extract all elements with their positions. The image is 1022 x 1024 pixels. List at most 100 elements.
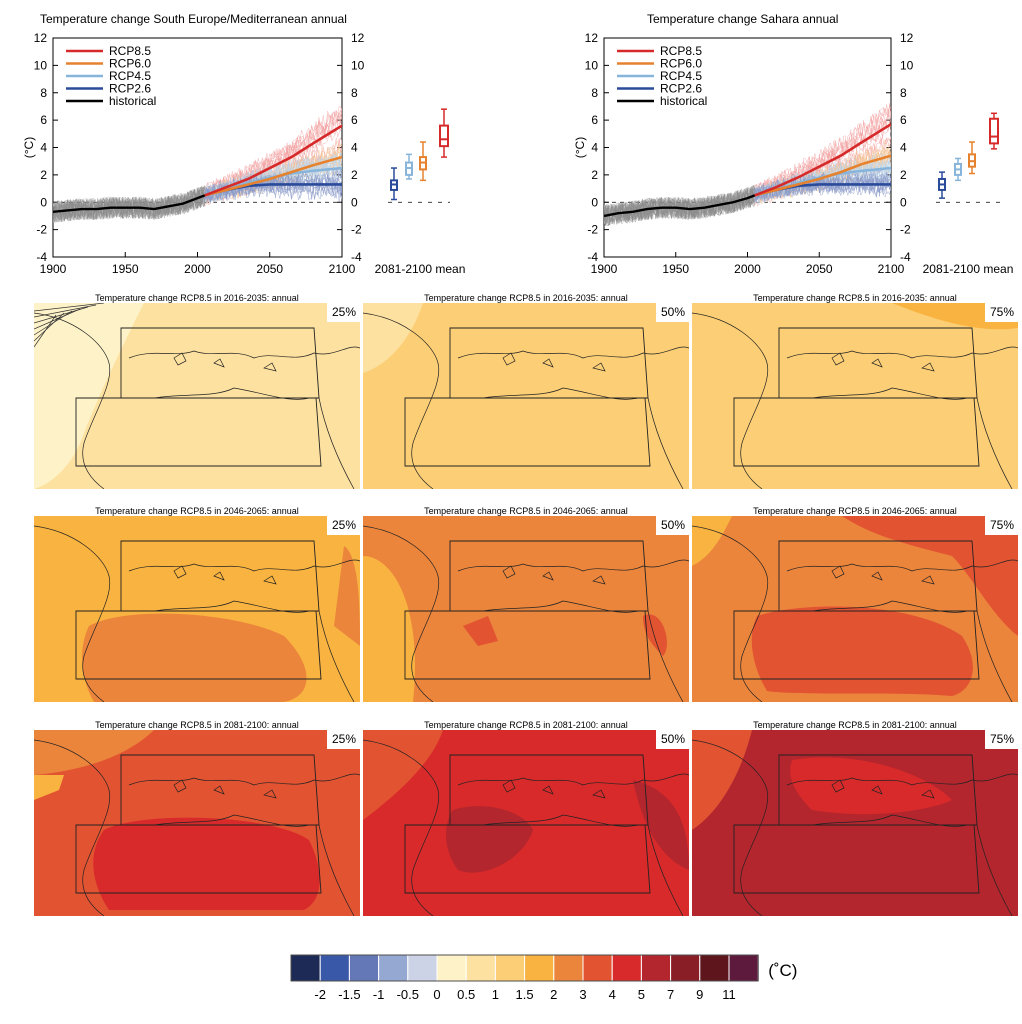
map-panel: Temperature change RCP8.5 in 2046-2065: … [363,506,689,702]
coastline [692,739,1018,916]
y-tick-label: -4 [900,250,911,264]
percentile-label: 50% [655,516,689,535]
island-outline [831,565,935,585]
map-field [334,546,360,646]
legend-label: RCP4.5 [109,69,151,83]
map-field [93,817,320,910]
region-box-sahara [404,824,651,894]
colorbar-swatch [611,954,642,982]
map-canvas [34,303,360,489]
region-box-mediterranean [778,327,978,399]
box-iqr [439,124,449,148]
map-svg [363,516,689,702]
colorbar-label: 11 [722,987,736,1002]
hatch-line [34,303,105,312]
series-line-historical [53,194,206,214]
percentile-label: 50% [655,730,689,749]
map-background [363,516,689,702]
map-svg [692,303,1018,489]
map-title: Temperature change RCP8.5 in 2046-2065: … [753,506,957,516]
map-svg [692,516,1018,702]
y-tick-label: 10 [585,58,599,72]
legend-label: RCP6.0 [109,57,151,71]
y-tick-label: 0 [351,195,358,209]
map-background [363,303,689,489]
colorbar-label: -1.5 [338,987,360,1002]
map-panel: Temperature change RCP8.5 in 2016-2035: … [363,293,689,489]
colorbar-swatch [348,954,380,982]
x-tick-label: 1900 [591,262,618,276]
y-tick-label: 8 [900,86,907,100]
ensemble-member-line [204,106,342,197]
colorbar-label: 7 [667,987,674,1002]
y-tick-label: 6 [351,113,358,127]
island-outline [173,779,277,799]
map-title: Temperature change RCP8.5 in 2081-2100: … [95,720,299,730]
map-title: Temperature change RCP8.5 in 2046-2065: … [424,506,628,516]
legend-label: RCP8.5 [109,44,151,58]
time-series-chart: -4 -4 -2 -2 0 0 2 2 4 4 6 6 8 8 10 10 12 12 1900 1950 2000 20… [573,31,1013,276]
map-canvas [34,730,360,916]
y-tick-label: 6 [591,113,598,127]
colorbar-label: 4 [609,987,616,1002]
y-tick-label: -2 [36,223,47,237]
colorbar-label: -2 [314,987,326,1002]
map-field [34,303,144,489]
map-title: Temperature change RCP8.5 in 2081-2100: … [753,720,957,730]
y-tick-label: 12 [351,31,365,45]
x-tick-label: 2000 [734,262,761,276]
colorbar-frame [290,954,759,982]
y-tick-label: 8 [40,86,47,100]
colorbar-label: 1.5 [516,987,534,1002]
legend-label: historical [660,94,707,108]
island-outline [502,352,606,372]
y-tick-label: 4 [900,141,907,155]
map-panel: Temperature change RCP8.5 in 2046-2065: … [692,506,1018,702]
coastline [34,312,360,489]
region-box-mediterranean [120,754,320,826]
island-outline [831,352,935,372]
colorbar-swatch [699,954,730,982]
y-tick-label: 0 [40,195,47,209]
percentile-label: 50% [655,303,689,322]
island-outline [173,565,277,585]
region-box-sahara [733,824,980,894]
y-tick-label: -2 [900,223,911,237]
map-panel: Temperature change RCP8.5 in 2081-2100: … [34,720,360,916]
map-title: Temperature change RCP8.5 in 2016-2035: … [424,293,628,303]
colorbar-swatch [524,954,555,982]
colorbar-label: 0.5 [457,987,475,1002]
legend-label: RCP4.5 [660,69,702,83]
island-outline [502,779,606,799]
y-tick-label: -2 [587,223,598,237]
hatch-line [34,312,65,342]
coastline [34,739,360,916]
y-tick-label: 12 [34,31,48,45]
legend-label: RCP2.6 [660,82,702,96]
time-series-panel-sahara: Temperature change Sahara annual -4 -4 -2-… [551,0,1022,280]
map-canvas [363,730,689,916]
map-title: Temperature change RCP8.5 in 2081-2100: … [424,720,628,730]
y-axis-label: (°C) [573,137,587,158]
map-field [643,614,667,656]
y-tick-label: 0 [591,195,598,209]
map-field [363,303,423,373]
colorbar-label: 5 [638,987,645,1002]
map-field [751,606,973,696]
hatch-line [34,314,57,348]
coastline [34,525,360,702]
map-canvas [34,516,360,702]
region-box-sahara [75,397,322,467]
map-canvas [692,516,1018,702]
map-field [692,516,732,566]
colorbar: -2 -1.5 -1 -0.5 0 0.5 1 1.5 2 3 4 5 7 9 11 (˚C) [290,954,797,1002]
colorbar-swatch [378,954,409,982]
region-box-mediterranean [778,754,978,826]
map-svg [692,730,1018,916]
y-tick-label: -4 [36,250,47,264]
y-tick-label: 8 [351,86,358,100]
coastline [692,312,1018,489]
time-series-chart: -4 -4 -2 -2 0 0 2 2 4 4 6 6 8 8 10 10 12 12 1900 1950 2000 20… [22,31,465,276]
y-tick-label: 2 [40,168,47,182]
colorbar-swatch [319,954,350,982]
